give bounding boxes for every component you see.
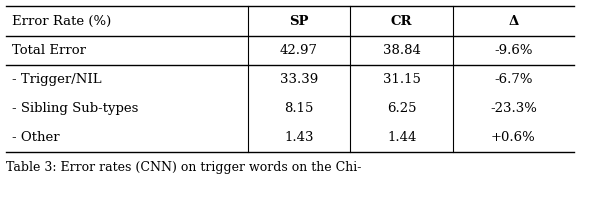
Text: - Sibling Sub-types: - Sibling Sub-types	[12, 102, 138, 115]
Text: 1.43: 1.43	[284, 131, 313, 144]
Text: CR: CR	[391, 14, 413, 28]
Text: Total Error: Total Error	[12, 44, 86, 57]
Text: +0.6%: +0.6%	[491, 131, 536, 144]
Text: -9.6%: -9.6%	[494, 44, 533, 57]
Text: Δ: Δ	[509, 14, 518, 28]
Text: 42.97: 42.97	[280, 44, 318, 57]
Text: Error Rate (%): Error Rate (%)	[12, 14, 111, 28]
Text: -23.3%: -23.3%	[490, 102, 537, 115]
Text: Table 3: Error rates (CNN) on trigger words on the Chi-: Table 3: Error rates (CNN) on trigger wo…	[6, 161, 361, 174]
Text: SP: SP	[289, 14, 309, 28]
Text: 1.44: 1.44	[387, 131, 416, 144]
Text: - Other: - Other	[12, 131, 60, 144]
Text: 33.39: 33.39	[280, 73, 318, 86]
Text: 31.15: 31.15	[383, 73, 420, 86]
Text: 6.25: 6.25	[387, 102, 416, 115]
Text: - Trigger/NIL: - Trigger/NIL	[12, 73, 101, 86]
Text: 38.84: 38.84	[383, 44, 420, 57]
Text: -6.7%: -6.7%	[494, 73, 533, 86]
Text: 8.15: 8.15	[284, 102, 313, 115]
